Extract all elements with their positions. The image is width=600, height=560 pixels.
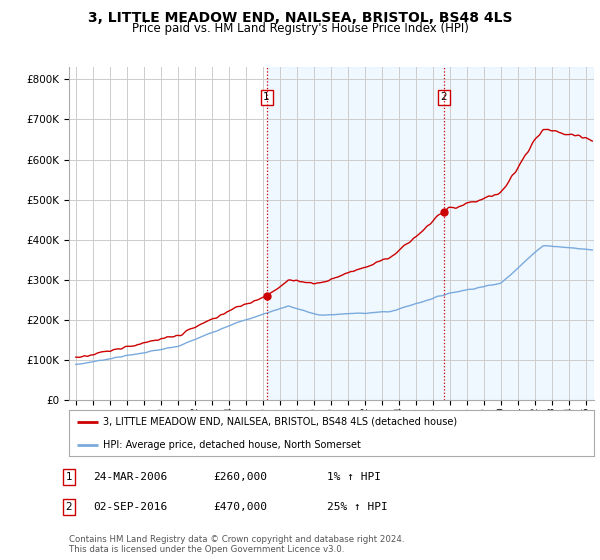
Text: Contains HM Land Registry data © Crown copyright and database right 2024.
This d: Contains HM Land Registry data © Crown c… xyxy=(69,535,404,554)
Text: HPI: Average price, detached house, North Somerset: HPI: Average price, detached house, Nort… xyxy=(103,440,361,450)
Text: 2: 2 xyxy=(65,502,73,512)
Text: 3, LITTLE MEADOW END, NAILSEA, BRISTOL, BS48 4LS: 3, LITTLE MEADOW END, NAILSEA, BRISTOL, … xyxy=(88,11,512,25)
Text: 25% ↑ HPI: 25% ↑ HPI xyxy=(327,502,388,512)
Text: £470,000: £470,000 xyxy=(213,502,267,512)
Text: 1: 1 xyxy=(65,472,73,482)
Text: 3, LITTLE MEADOW END, NAILSEA, BRISTOL, BS48 4LS (detached house): 3, LITTLE MEADOW END, NAILSEA, BRISTOL, … xyxy=(103,417,457,427)
Bar xyxy=(266,67,594,400)
Text: Price paid vs. HM Land Registry's House Price Index (HPI): Price paid vs. HM Land Registry's House … xyxy=(131,22,469,35)
Text: 24-MAR-2006: 24-MAR-2006 xyxy=(93,472,167,482)
Text: 02-SEP-2016: 02-SEP-2016 xyxy=(93,502,167,512)
Text: £260,000: £260,000 xyxy=(213,472,267,482)
Text: 1: 1 xyxy=(263,92,270,102)
Text: 1% ↑ HPI: 1% ↑ HPI xyxy=(327,472,381,482)
Text: 2: 2 xyxy=(440,92,447,102)
